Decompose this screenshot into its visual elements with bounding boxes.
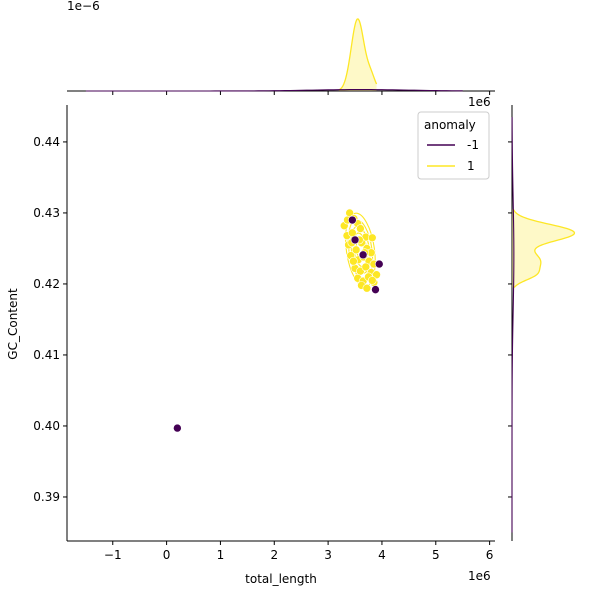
y-tick-label: 0.43 <box>33 206 60 220</box>
data-point <box>356 224 365 233</box>
y-tick-label: 0.42 <box>33 277 60 291</box>
y-tick-label: 0.40 <box>33 419 60 433</box>
x-tick-label: 0 <box>163 548 171 562</box>
data-point <box>173 423 182 433</box>
x-tick-label: 6 <box>486 548 494 562</box>
data-point <box>361 262 371 272</box>
legend-title: anomaly <box>424 118 476 132</box>
top-marginal-curve-neg1 <box>85 89 463 92</box>
x-tick-label: 1 <box>217 548 225 562</box>
right-marginal-curve-neg1 <box>511 117 515 533</box>
legend: anomaly -1 1 <box>417 111 490 180</box>
top-marginal-kde <box>67 18 495 95</box>
top-marginal-offset-text: 1e−6 <box>67 0 100 13</box>
data-point <box>350 235 360 245</box>
right-marginal-offset-text: 1e6 <box>468 95 491 109</box>
right-marginal-kde <box>508 105 576 541</box>
data-point <box>349 256 358 266</box>
x-tick-label: −1 <box>104 548 122 562</box>
main-axes: −1 0 1 2 3 4 5 6 0.39 0.40 0.41 0.42 0.43 0.44 <box>33 105 495 562</box>
data-point <box>362 283 372 293</box>
data-point <box>348 228 357 238</box>
legend-label-neg1: -1 <box>467 138 479 152</box>
y-tick-label: 0.39 <box>33 490 60 504</box>
y-axis-label: GC_Content <box>6 288 20 360</box>
y-tick-label: 0.41 <box>33 348 60 362</box>
data-point <box>374 259 384 269</box>
top-marginal-curve <box>338 18 378 91</box>
right-marginal-curve <box>512 209 576 288</box>
series-1-points <box>339 208 381 293</box>
x-tick-label: 2 <box>270 548 278 562</box>
x-axis-label: total_length <box>245 572 317 586</box>
data-point <box>367 233 377 243</box>
right-marginal-fill <box>512 209 575 288</box>
data-point <box>358 250 368 260</box>
x-offset-text: 1e6 <box>468 569 491 583</box>
data-point <box>351 245 361 255</box>
data-point <box>367 276 377 285</box>
y-tick-label: 0.44 <box>33 135 60 149</box>
legend-label-1: 1 <box>467 159 475 173</box>
x-tick-label: 5 <box>432 548 440 562</box>
x-tick-label: 4 <box>378 548 386 562</box>
data-point <box>348 215 357 225</box>
data-point <box>371 285 380 294</box>
series-neg1-points <box>173 215 384 433</box>
x-tick-label: 3 <box>324 548 332 562</box>
data-point <box>372 270 381 280</box>
top-marginal-fill <box>338 18 377 92</box>
